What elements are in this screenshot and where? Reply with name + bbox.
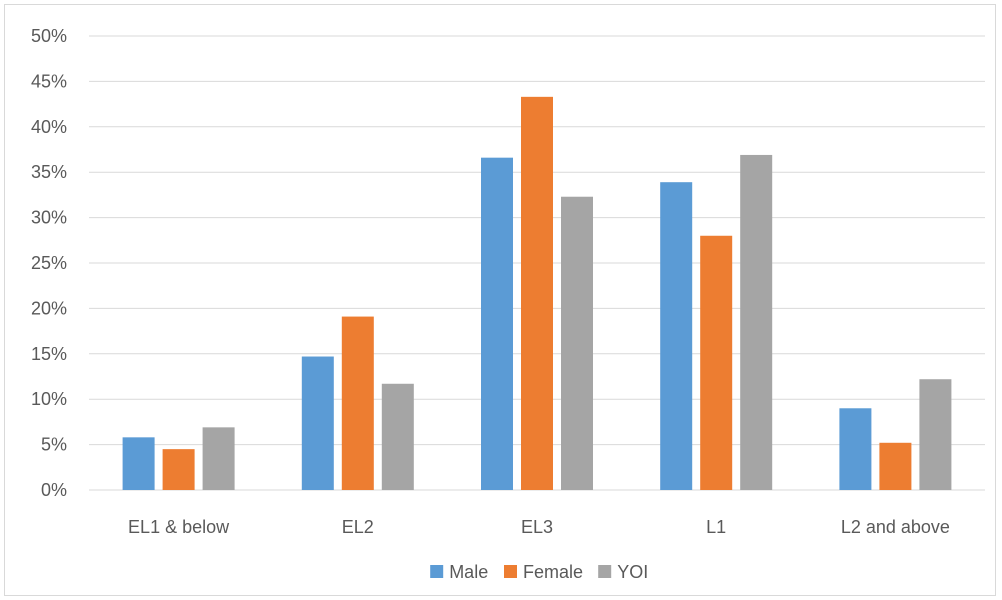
bar-male-1 [301, 356, 334, 490]
y-tick-label: 10% [31, 389, 67, 409]
x-category-label: EL3 [521, 517, 553, 537]
legend: Male Female YOI [430, 562, 648, 582]
bar-male-0 [122, 437, 155, 490]
bar-female-2 [521, 96, 553, 490]
bar-male-3 [660, 182, 693, 491]
x-category-label: EL2 [342, 517, 374, 537]
bar-yoi-4 [919, 379, 952, 490]
legend-label-male: Male [449, 562, 488, 582]
legend-label-female: Female [523, 562, 583, 582]
bar-yoi-0 [202, 427, 235, 490]
x-category-label: L2 and above [841, 517, 950, 537]
legend-swatch-male [430, 565, 444, 578]
bar-female-0 [162, 449, 195, 490]
legend-label-yoi: YOI [617, 562, 648, 582]
y-tick-label: 15% [31, 344, 67, 364]
y-axis-tick-labels: 0% 5% 10% 15% 20% 25% 30% 35% 40% 45% 50% [31, 26, 67, 500]
y-tick-label: 20% [31, 298, 67, 318]
x-category-label: EL1 & below [128, 517, 230, 537]
legend-swatch-yoi [598, 565, 612, 578]
x-category-label: L1 [706, 517, 726, 537]
bar-male-4 [839, 408, 872, 490]
y-tick-label: 35% [31, 162, 67, 182]
bar-female-4 [879, 442, 912, 490]
legend-swatch-female [504, 565, 517, 578]
bar-chart: 0% 5% 10% 15% 20% 25% 30% 35% 40% 45% 50% EL1 & be… [31, 26, 985, 582]
chart-frame: 0% 5% 10% 15% 20% 25% 30% 35% 40% 45% 50% EL1 & be… [4, 4, 996, 596]
y-tick-label: 50% [31, 26, 67, 46]
bar-yoi-2 [561, 196, 593, 490]
y-tick-label: 45% [31, 71, 67, 91]
bar-female-3 [700, 235, 733, 490]
x-axis-category-labels: EL1 & below EL2 EL3 L1 L2 and above [128, 517, 950, 537]
bar-male-2 [481, 157, 513, 490]
y-tick-label: 5% [41, 435, 67, 455]
bar-yoi-3 [740, 154, 773, 490]
bar-female-1 [341, 316, 374, 490]
y-tick-label: 0% [41, 480, 67, 500]
y-tick-label: 30% [31, 208, 67, 228]
bar-yoi-1 [381, 383, 414, 490]
y-tick-label: 25% [31, 253, 67, 273]
bars [122, 96, 952, 491]
y-tick-label: 40% [31, 117, 67, 137]
